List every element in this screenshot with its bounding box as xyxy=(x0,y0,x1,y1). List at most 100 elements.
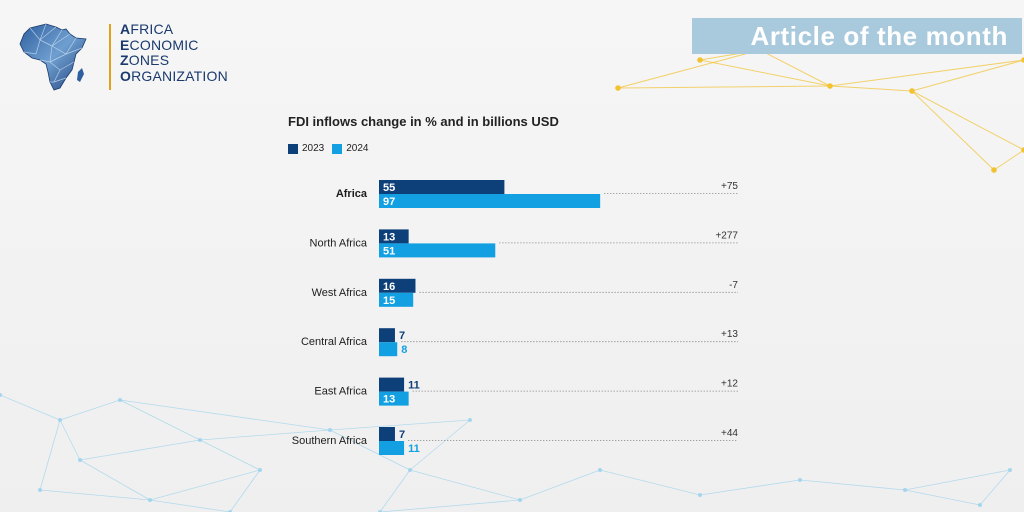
gold-network-lines xyxy=(615,47,1024,173)
value-label-2024: 15 xyxy=(383,295,395,307)
logo-divider xyxy=(109,24,111,90)
value-label-2024: 51 xyxy=(383,245,395,257)
blue-network-node xyxy=(198,438,202,442)
blue-network-node xyxy=(978,503,982,507)
category-label: East Africa xyxy=(314,386,367,398)
value-label-2023: 55 xyxy=(383,182,395,194)
blue-network-line xyxy=(199,429,331,441)
gold-network-node xyxy=(1021,57,1024,63)
blue-network-node xyxy=(698,493,702,497)
bar-2023 xyxy=(379,180,505,194)
chart-row-east-africa: East Africa +12 11 13 xyxy=(314,377,738,406)
logo-line-3: ZONES xyxy=(120,52,170,68)
category-label: Central Africa xyxy=(301,336,368,348)
chart-title: FDI inflows change in % and in billions … xyxy=(288,114,559,129)
legend-item-2024: 2024 xyxy=(332,143,369,154)
change-label: +44 xyxy=(721,428,738,439)
category-label: West Africa xyxy=(312,287,368,299)
blue-network-line xyxy=(149,469,261,501)
blue-network-line xyxy=(39,489,151,501)
change-label: +12 xyxy=(721,379,738,390)
category-label: Southern Africa xyxy=(292,435,368,447)
blue-network-line xyxy=(119,399,201,441)
legend-label-2023: 2023 xyxy=(302,143,325,154)
blue-network-node xyxy=(798,478,802,482)
gold-network-node xyxy=(615,85,621,91)
legend-label-2024: 2024 xyxy=(346,143,369,154)
bar-2023 xyxy=(379,229,409,244)
blue-network-node xyxy=(903,488,907,492)
legend-item-2023: 2023 xyxy=(288,143,324,154)
blue-network-node xyxy=(148,498,152,502)
aezo-logo: AFRICA ECONOMIC ZONES ORGANIZATION xyxy=(16,16,228,96)
blue-network-node xyxy=(78,458,82,462)
chart-row-africa: Africa +75 55 97 xyxy=(336,180,738,208)
blue-network-line xyxy=(79,459,151,501)
chart-row-southern-africa: Southern Africa +44 711 xyxy=(292,427,738,455)
gold-network-line xyxy=(759,49,831,87)
blue-network-line xyxy=(59,399,121,421)
blue-network-line xyxy=(329,429,411,471)
value-label-2023: 13 xyxy=(383,231,395,243)
blue-network-line xyxy=(149,499,231,512)
gold-network-node xyxy=(991,167,997,173)
change-label: +277 xyxy=(715,230,738,241)
logo-line-4: ORGANIZATION xyxy=(120,67,228,84)
blue-network-node xyxy=(598,468,602,472)
blue-network-node xyxy=(518,498,522,502)
bar-2024 xyxy=(379,342,398,357)
chart-row-north-africa: North Africa +277 13 51 xyxy=(310,229,738,258)
blue-network-node xyxy=(1008,468,1012,472)
chart-row-west-africa: West Africa -7 16 15 xyxy=(312,278,738,307)
change-label: -7 xyxy=(729,280,738,291)
blue-network-line xyxy=(409,469,521,501)
value-label-2023: 7 xyxy=(399,330,405,342)
blue-network-node xyxy=(258,468,262,472)
gold-network-node xyxy=(1021,147,1024,153)
blue-network-line xyxy=(329,419,471,431)
blue-network-line xyxy=(599,469,701,496)
gold-network-line xyxy=(617,85,831,89)
blue-network-line xyxy=(199,439,261,471)
blue-network-line xyxy=(39,419,61,491)
blue-network-line xyxy=(904,489,981,506)
blue-network-line xyxy=(409,419,471,471)
blue-network-line xyxy=(379,469,411,512)
gold-network-node xyxy=(697,57,703,63)
blue-network-node xyxy=(0,393,2,397)
bar-2024 xyxy=(379,194,601,208)
blue-network-node xyxy=(328,428,332,432)
blue-network-node xyxy=(468,418,472,422)
blue-network-line xyxy=(379,499,521,512)
blue-network-node xyxy=(408,468,412,472)
gold-network-node xyxy=(827,83,833,89)
change-label: +75 xyxy=(721,181,738,192)
blue-network-line xyxy=(229,469,261,512)
legend-swatch-2023 xyxy=(288,143,298,154)
blue-network-line xyxy=(979,469,1011,506)
value-label-2023: 11 xyxy=(408,380,420,392)
gold-network-line xyxy=(829,59,1024,87)
blue-network-line xyxy=(519,469,601,501)
gold-network-line xyxy=(911,90,995,171)
blue-network-lines xyxy=(0,393,1012,512)
bar-2024 xyxy=(379,391,409,406)
bar-2023 xyxy=(379,377,405,392)
blue-network-line xyxy=(904,469,1011,491)
value-label-2024: 11 xyxy=(408,443,420,455)
blue-network-line xyxy=(799,479,906,491)
value-label-2024: 8 xyxy=(401,344,407,356)
chart-legend: 2023 2024 xyxy=(288,143,377,154)
article-banner: Article of the month xyxy=(692,18,1022,54)
gold-network-line xyxy=(911,59,1024,92)
gold-network-line xyxy=(617,49,761,89)
value-label-2023: 7 xyxy=(399,429,405,441)
blue-network-line xyxy=(59,419,81,461)
africa-map-icon xyxy=(19,23,87,91)
gold-network-line xyxy=(699,59,831,87)
legend-swatch-2024 xyxy=(332,143,343,154)
bar-2023 xyxy=(379,328,395,343)
